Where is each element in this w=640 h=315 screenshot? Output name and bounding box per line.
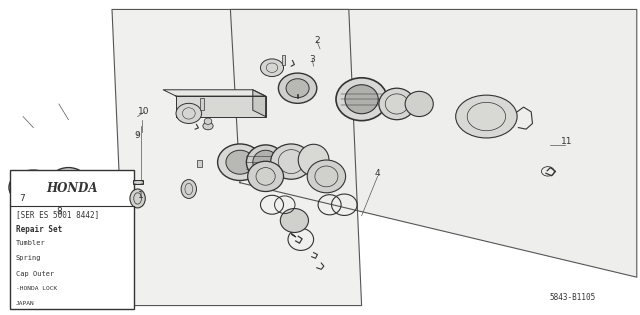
Text: Repair Set: Repair Set xyxy=(16,225,62,234)
Text: 11: 11 xyxy=(561,137,572,146)
Ellipse shape xyxy=(278,73,317,103)
Ellipse shape xyxy=(379,88,415,120)
Ellipse shape xyxy=(405,91,433,117)
Ellipse shape xyxy=(49,168,88,198)
Ellipse shape xyxy=(307,160,346,193)
Ellipse shape xyxy=(345,85,378,114)
Ellipse shape xyxy=(226,150,254,174)
Bar xyxy=(282,55,285,65)
Ellipse shape xyxy=(18,175,49,199)
Text: 8: 8 xyxy=(56,207,61,215)
Ellipse shape xyxy=(246,145,285,180)
Bar xyxy=(200,98,204,110)
Text: [SER ES 5001 8442]: [SER ES 5001 8442] xyxy=(16,210,99,219)
Ellipse shape xyxy=(130,189,145,208)
Polygon shape xyxy=(253,90,266,117)
Bar xyxy=(133,180,143,184)
Bar xyxy=(10,170,134,309)
Bar xyxy=(197,160,202,167)
Polygon shape xyxy=(163,90,266,96)
Ellipse shape xyxy=(271,144,312,179)
Ellipse shape xyxy=(176,103,202,123)
Ellipse shape xyxy=(204,118,212,124)
Ellipse shape xyxy=(286,79,309,98)
Ellipse shape xyxy=(260,59,284,77)
Polygon shape xyxy=(230,9,637,277)
Text: 7: 7 xyxy=(20,194,25,203)
Ellipse shape xyxy=(203,122,213,130)
Ellipse shape xyxy=(248,161,284,192)
Ellipse shape xyxy=(298,144,329,176)
Text: 2: 2 xyxy=(314,37,319,45)
Ellipse shape xyxy=(218,144,262,180)
Ellipse shape xyxy=(336,78,387,121)
Text: Tumbler: Tumbler xyxy=(16,240,45,246)
Text: 10: 10 xyxy=(138,107,150,116)
Ellipse shape xyxy=(57,173,80,192)
Polygon shape xyxy=(112,9,362,306)
Text: Spring: Spring xyxy=(16,255,42,261)
Ellipse shape xyxy=(253,150,278,174)
Ellipse shape xyxy=(456,95,517,138)
Ellipse shape xyxy=(280,209,308,232)
Text: 9: 9 xyxy=(135,131,140,140)
Text: Cap Outer: Cap Outer xyxy=(16,271,54,277)
Text: 5843-B1105: 5843-B1105 xyxy=(550,293,596,302)
Ellipse shape xyxy=(9,170,58,205)
Ellipse shape xyxy=(181,180,196,198)
Text: 4: 4 xyxy=(375,169,380,178)
Text: 3: 3 xyxy=(310,55,315,64)
Polygon shape xyxy=(176,96,266,117)
Text: 1: 1 xyxy=(138,191,143,200)
Text: -HONDA LOCK: -HONDA LOCK xyxy=(16,286,57,291)
Text: JAPAN: JAPAN xyxy=(16,301,35,306)
Text: HONDA: HONDA xyxy=(46,182,98,196)
